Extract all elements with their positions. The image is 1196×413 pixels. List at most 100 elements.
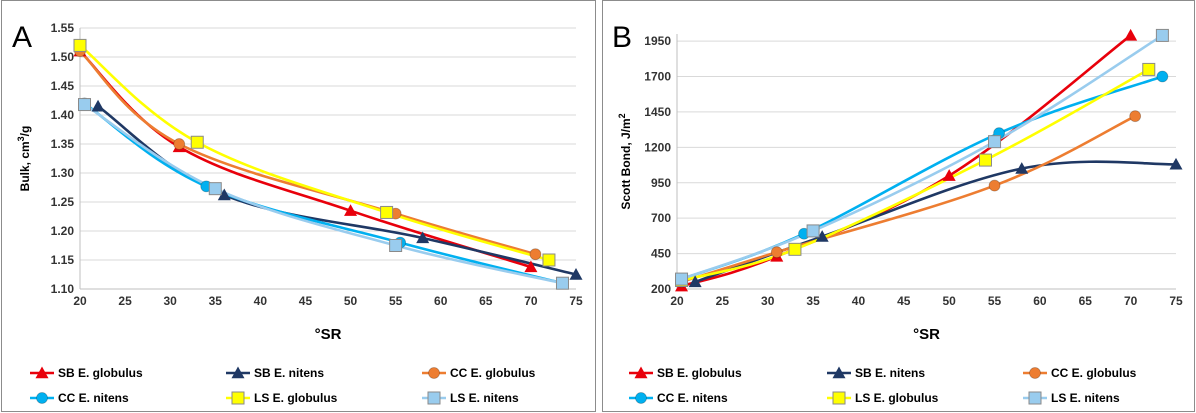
y-tick-label: 1.55 xyxy=(51,21,75,35)
y-tick-label: 1.10 xyxy=(51,282,75,296)
legend-label: LS E. nitens xyxy=(1051,391,1120,405)
legend-marker xyxy=(832,391,846,405)
data-point xyxy=(788,242,802,256)
legend-label: CC E. nitens xyxy=(657,391,728,405)
x-tick-label: 30 xyxy=(164,294,178,308)
x-tick-label: 45 xyxy=(897,294,911,308)
panel-label: A xyxy=(12,21,32,54)
x-tick-label: 30 xyxy=(761,294,775,308)
series-line xyxy=(79,44,550,262)
x-axis-title: °SR xyxy=(315,326,342,343)
y-tick-label: 1950 xyxy=(644,34,671,48)
legend-item: CC E. nitens xyxy=(629,391,728,405)
y-tick-label: 1.40 xyxy=(51,108,75,122)
data-point xyxy=(416,231,430,244)
x-tick-label: 55 xyxy=(988,294,1002,308)
y-tick-label: 1.50 xyxy=(51,50,75,64)
legend-item: CC E. nitens xyxy=(30,391,129,405)
series-line xyxy=(681,75,1163,281)
y-axis-title: Scott Bond, J/m2 xyxy=(617,113,633,209)
legend-item: LS E. nitens xyxy=(1023,391,1120,405)
y-tick-label: 1700 xyxy=(644,70,671,84)
data-point xyxy=(190,135,204,149)
x-tick-label: 50 xyxy=(344,294,358,308)
legend-marker xyxy=(35,366,49,379)
y-tick-label: 200 xyxy=(651,282,671,296)
data-point xyxy=(988,179,1001,192)
y-tick-label: 450 xyxy=(651,247,671,261)
legend-item: LS E. nitens xyxy=(422,391,519,405)
chart-panel-b: 200 450 700 950 1200 1450 1700 1950 20 25 30 35 40 45… xyxy=(602,0,1195,412)
legend-item: SB E. globulus xyxy=(629,366,742,380)
legend-marker xyxy=(427,391,441,405)
x-tick-label: 75 xyxy=(569,294,583,308)
x-tick-label: 25 xyxy=(716,294,730,308)
series-line xyxy=(681,68,1150,282)
legend-label: SB E. globulus xyxy=(657,366,742,380)
scott-bond-chart: 200 450 700 950 1200 1450 1700 1950 20 25 30 35 40 45… xyxy=(612,21,1183,405)
data-point xyxy=(675,272,689,286)
data-point xyxy=(806,224,820,238)
data-point xyxy=(1156,70,1169,83)
legend-label: LS E. globulus xyxy=(855,391,939,405)
x-axis-title: °SR xyxy=(913,326,940,343)
x-tick-label: 35 xyxy=(209,294,223,308)
data-point xyxy=(555,276,569,290)
data-point xyxy=(73,38,87,52)
data-point xyxy=(208,182,222,196)
data-point xyxy=(524,260,538,273)
legend-item: CC E. globulus xyxy=(1023,366,1137,380)
data-point xyxy=(688,275,702,288)
legend-item: SB E. nitens xyxy=(827,366,925,380)
x-tick-label: 20 xyxy=(73,294,87,308)
data-point xyxy=(1015,162,1029,174)
data-point xyxy=(78,98,92,112)
series-line xyxy=(97,105,577,276)
legend-marker xyxy=(231,391,245,405)
legend-label: LS E. nitens xyxy=(450,391,519,405)
y-tick-label: 1.25 xyxy=(51,195,75,209)
x-tick-label: 55 xyxy=(389,294,403,308)
legend-marker xyxy=(832,366,846,379)
series-line xyxy=(694,160,1177,284)
x-tick-label: 75 xyxy=(1169,294,1183,308)
legend-label: SB E. nitens xyxy=(254,366,324,380)
data-point xyxy=(1129,110,1142,123)
data-point xyxy=(217,188,231,201)
x-tick-label: 35 xyxy=(806,294,820,308)
legend-label: CC E. globulus xyxy=(1051,366,1137,380)
chart-panel-a: 1.10 1.15 1.20 1.25 1.30 1.35 1.40 1.45 1.50 1.55… xyxy=(1,0,596,412)
data-point xyxy=(1124,28,1138,41)
legend-item: SB E. globulus xyxy=(30,366,143,380)
data-point xyxy=(380,205,394,219)
x-tick-label: 40 xyxy=(852,294,866,308)
y-tick-label: 1.20 xyxy=(51,224,75,238)
data-point xyxy=(389,239,403,252)
data-point xyxy=(1155,28,1169,42)
data-point xyxy=(529,248,542,261)
x-tick-label: 45 xyxy=(299,294,313,308)
legend-item: LS E. globulus xyxy=(827,391,939,405)
y-tick-label: 1450 xyxy=(644,105,671,119)
x-tick-label: 40 xyxy=(254,294,268,308)
y-tick-label: 1200 xyxy=(644,140,671,154)
series-line xyxy=(681,34,1132,288)
x-tick-label: 20 xyxy=(670,294,684,308)
x-tick-label: 70 xyxy=(524,294,538,308)
y-tick-label: 1.15 xyxy=(51,253,75,267)
data-point xyxy=(942,169,956,181)
y-tick-label: 1.35 xyxy=(51,137,75,151)
series-line xyxy=(681,115,1136,284)
x-tick-label: 60 xyxy=(434,294,448,308)
data-point xyxy=(815,230,829,242)
legend-marker xyxy=(428,367,440,379)
legend-label: LS E. globulus xyxy=(254,391,338,405)
x-tick-label: 50 xyxy=(943,294,957,308)
data-point xyxy=(1169,157,1183,170)
data-point xyxy=(91,99,105,112)
legend-marker xyxy=(36,392,48,404)
panel-label: B xyxy=(612,21,632,54)
data-point xyxy=(770,246,783,259)
legend-item: SB E. nitens xyxy=(226,366,324,380)
legend-label: CC E. nitens xyxy=(58,391,129,405)
